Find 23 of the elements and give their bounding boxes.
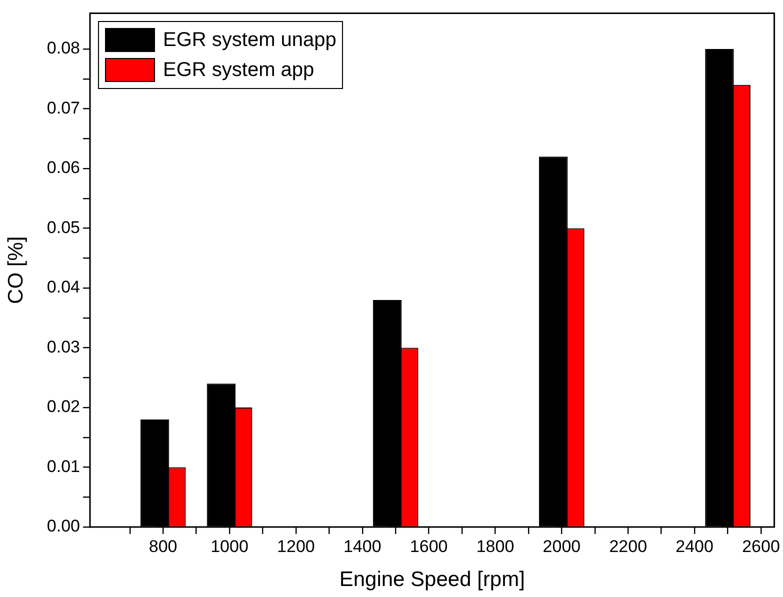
x-tick-label: 1000	[210, 536, 248, 556]
x-tick-label: 2400	[676, 536, 714, 556]
y-tick-label: 0.02	[46, 397, 80, 416]
y-tick-label: 0.03	[46, 337, 80, 356]
y-tick-label: 0.07	[46, 98, 80, 118]
y-axis-title: CO [%]	[4, 236, 28, 304]
x-tick-label: 2600	[742, 536, 780, 556]
y-tick-label: 0.04	[46, 278, 80, 297]
y-tick-label: 0.08	[46, 38, 80, 58]
legend-label: EGR system unapp	[163, 28, 336, 52]
x-tick-label: 2200	[609, 536, 648, 556]
y-tick-label: 0.00	[46, 516, 80, 536]
x-tick-label: 1400	[343, 536, 382, 556]
x-tick-label: 800	[148, 536, 178, 556]
y-tick-label: 0.06	[46, 158, 80, 178]
x-tick-label: 1600	[410, 536, 448, 556]
x-axis-title: Engine Speed [rpm]	[339, 568, 525, 592]
x-tick-label: 2000	[542, 536, 581, 556]
x-tick-label: 1800	[476, 536, 514, 556]
x-tick-label: 1200	[277, 536, 315, 556]
y-tick-label: 0.01	[46, 456, 80, 476]
legend-label: EGR system app	[163, 58, 314, 82]
y-tick-label: 0.05	[46, 218, 80, 237]
